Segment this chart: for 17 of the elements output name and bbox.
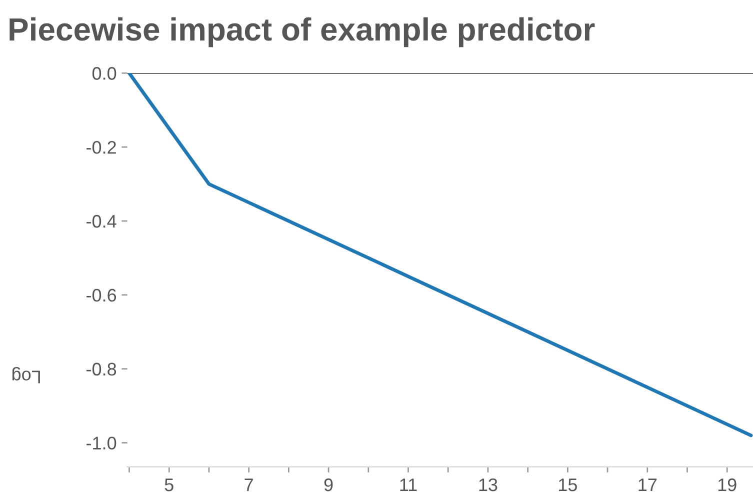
x-tick-label: 7	[244, 478, 253, 492]
x-tick-label: 19	[718, 478, 736, 492]
x-tick-label: 13	[479, 478, 498, 492]
x-tick-label: 15	[559, 478, 577, 492]
y-axis-title: Log	[12, 367, 40, 384]
y-tick-label: -0.6	[86, 288, 116, 302]
x-tick-label: 11	[400, 478, 417, 492]
y-tick-label: -1.0	[86, 436, 116, 450]
y-tick-label: -0.2	[86, 140, 116, 154]
y-tick-label: -0.4	[86, 214, 116, 228]
y-tick-label: 0.0	[92, 67, 116, 80]
line-series	[128, 73, 753, 438]
x-tick-label: 17	[638, 478, 657, 492]
x-tick-label: 5	[164, 478, 174, 492]
x-tick-label: 9	[324, 478, 333, 492]
y-tick-label: -0.8	[86, 362, 116, 376]
chart-title: Piecewise impact of example predictor	[10, 17, 595, 48]
